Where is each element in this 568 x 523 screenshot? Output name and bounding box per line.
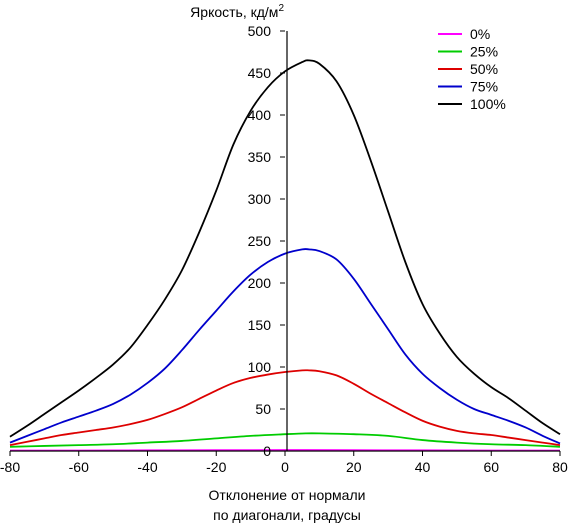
legend-label: 100% [470, 96, 506, 112]
y-tick-label: 200 [248, 275, 272, 291]
y-axis-title: Яркость, кд/м2 [190, 3, 284, 20]
series-lines [9, 59, 561, 452]
x-tick-label: 0 [281, 459, 289, 475]
x-tick-label: -60 [69, 459, 89, 475]
series-line-100pct [9, 59, 561, 438]
legend-label: 25% [470, 44, 498, 60]
y-tick-label: 300 [248, 191, 272, 207]
series-line-25pct [9, 432, 561, 448]
x-tick-label: 60 [483, 459, 499, 475]
series-line-50pct [9, 369, 561, 447]
y-tick-label: 450 [248, 65, 272, 81]
legend-label: 0% [470, 26, 490, 42]
y-tick-label: 350 [248, 149, 272, 165]
x-tick-label: -20 [206, 459, 226, 475]
x-tick-label: 20 [346, 459, 362, 475]
legend: 0% 25%50% 75%100% [438, 26, 506, 112]
y-tick-label: 250 [248, 233, 272, 249]
x-tick-label: 40 [415, 459, 431, 475]
x-axis-title-line2: по диагонали, градусы [213, 507, 361, 523]
x-tick-label: -40 [137, 459, 157, 475]
y-axis-ticks: 0 50 100 150 200 250 300 350 400 450 500 [248, 23, 285, 459]
x-axis-ticks: -80 -60 -40 -20 0 20 40 60 80 [0, 451, 568, 475]
x-tick-label: 80 [552, 459, 568, 475]
y-axis-title-superscript: 2 [278, 3, 284, 14]
y-tick-label: 500 [248, 23, 272, 39]
x-axis-title-line1: Отклонение от нормали [209, 487, 366, 503]
y-tick-label: 50 [255, 401, 271, 417]
y-tick-label: 400 [248, 107, 272, 123]
y-tick-label: 0 [263, 443, 271, 459]
y-tick-label: 150 [248, 317, 272, 333]
x-tick-label: -80 [0, 459, 20, 475]
legend-label: 75% [470, 79, 498, 95]
y-axis-title-main: Яркость, кд/м [190, 4, 278, 20]
y-tick-label: 100 [248, 359, 272, 375]
series-line-75pct [9, 248, 561, 445]
legend-label: 50% [470, 61, 498, 77]
